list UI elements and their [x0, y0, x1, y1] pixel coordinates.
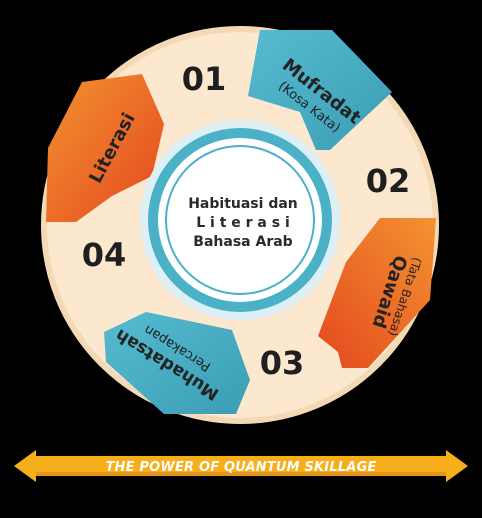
center-ring-thin — [165, 145, 315, 295]
cycle-diagram: Habituasi dan L i t e r a s i Bahasa Ara… — [41, 26, 439, 424]
segment-number-02: 02 — [366, 162, 411, 200]
center-title-line2: L i t e r a s i — [196, 215, 290, 231]
bottom-banner: THE POWER OF QUANTUM SKILLAGE — [14, 450, 468, 482]
segment-qawaid-arrow — [318, 218, 436, 368]
segment-number-04: 04 — [82, 236, 127, 274]
center-title-line1: Habituasi dan — [188, 196, 298, 212]
banner-arrow-shade — [36, 472, 446, 476]
disc-shading — [41, 26, 439, 424]
segment-mufradat-arrow — [248, 30, 392, 150]
banner-text: THE POWER OF QUANTUM SKILLAGE — [105, 460, 376, 475]
segment-number-01: 01 — [182, 60, 227, 98]
segment-muhadatsah-arrow — [104, 312, 250, 414]
center-title-line3: Bahasa Arab — [193, 234, 292, 250]
segment-literasi-arrow — [46, 74, 164, 222]
segment-number-03: 03 — [260, 344, 305, 382]
center-disc — [172, 152, 308, 288]
